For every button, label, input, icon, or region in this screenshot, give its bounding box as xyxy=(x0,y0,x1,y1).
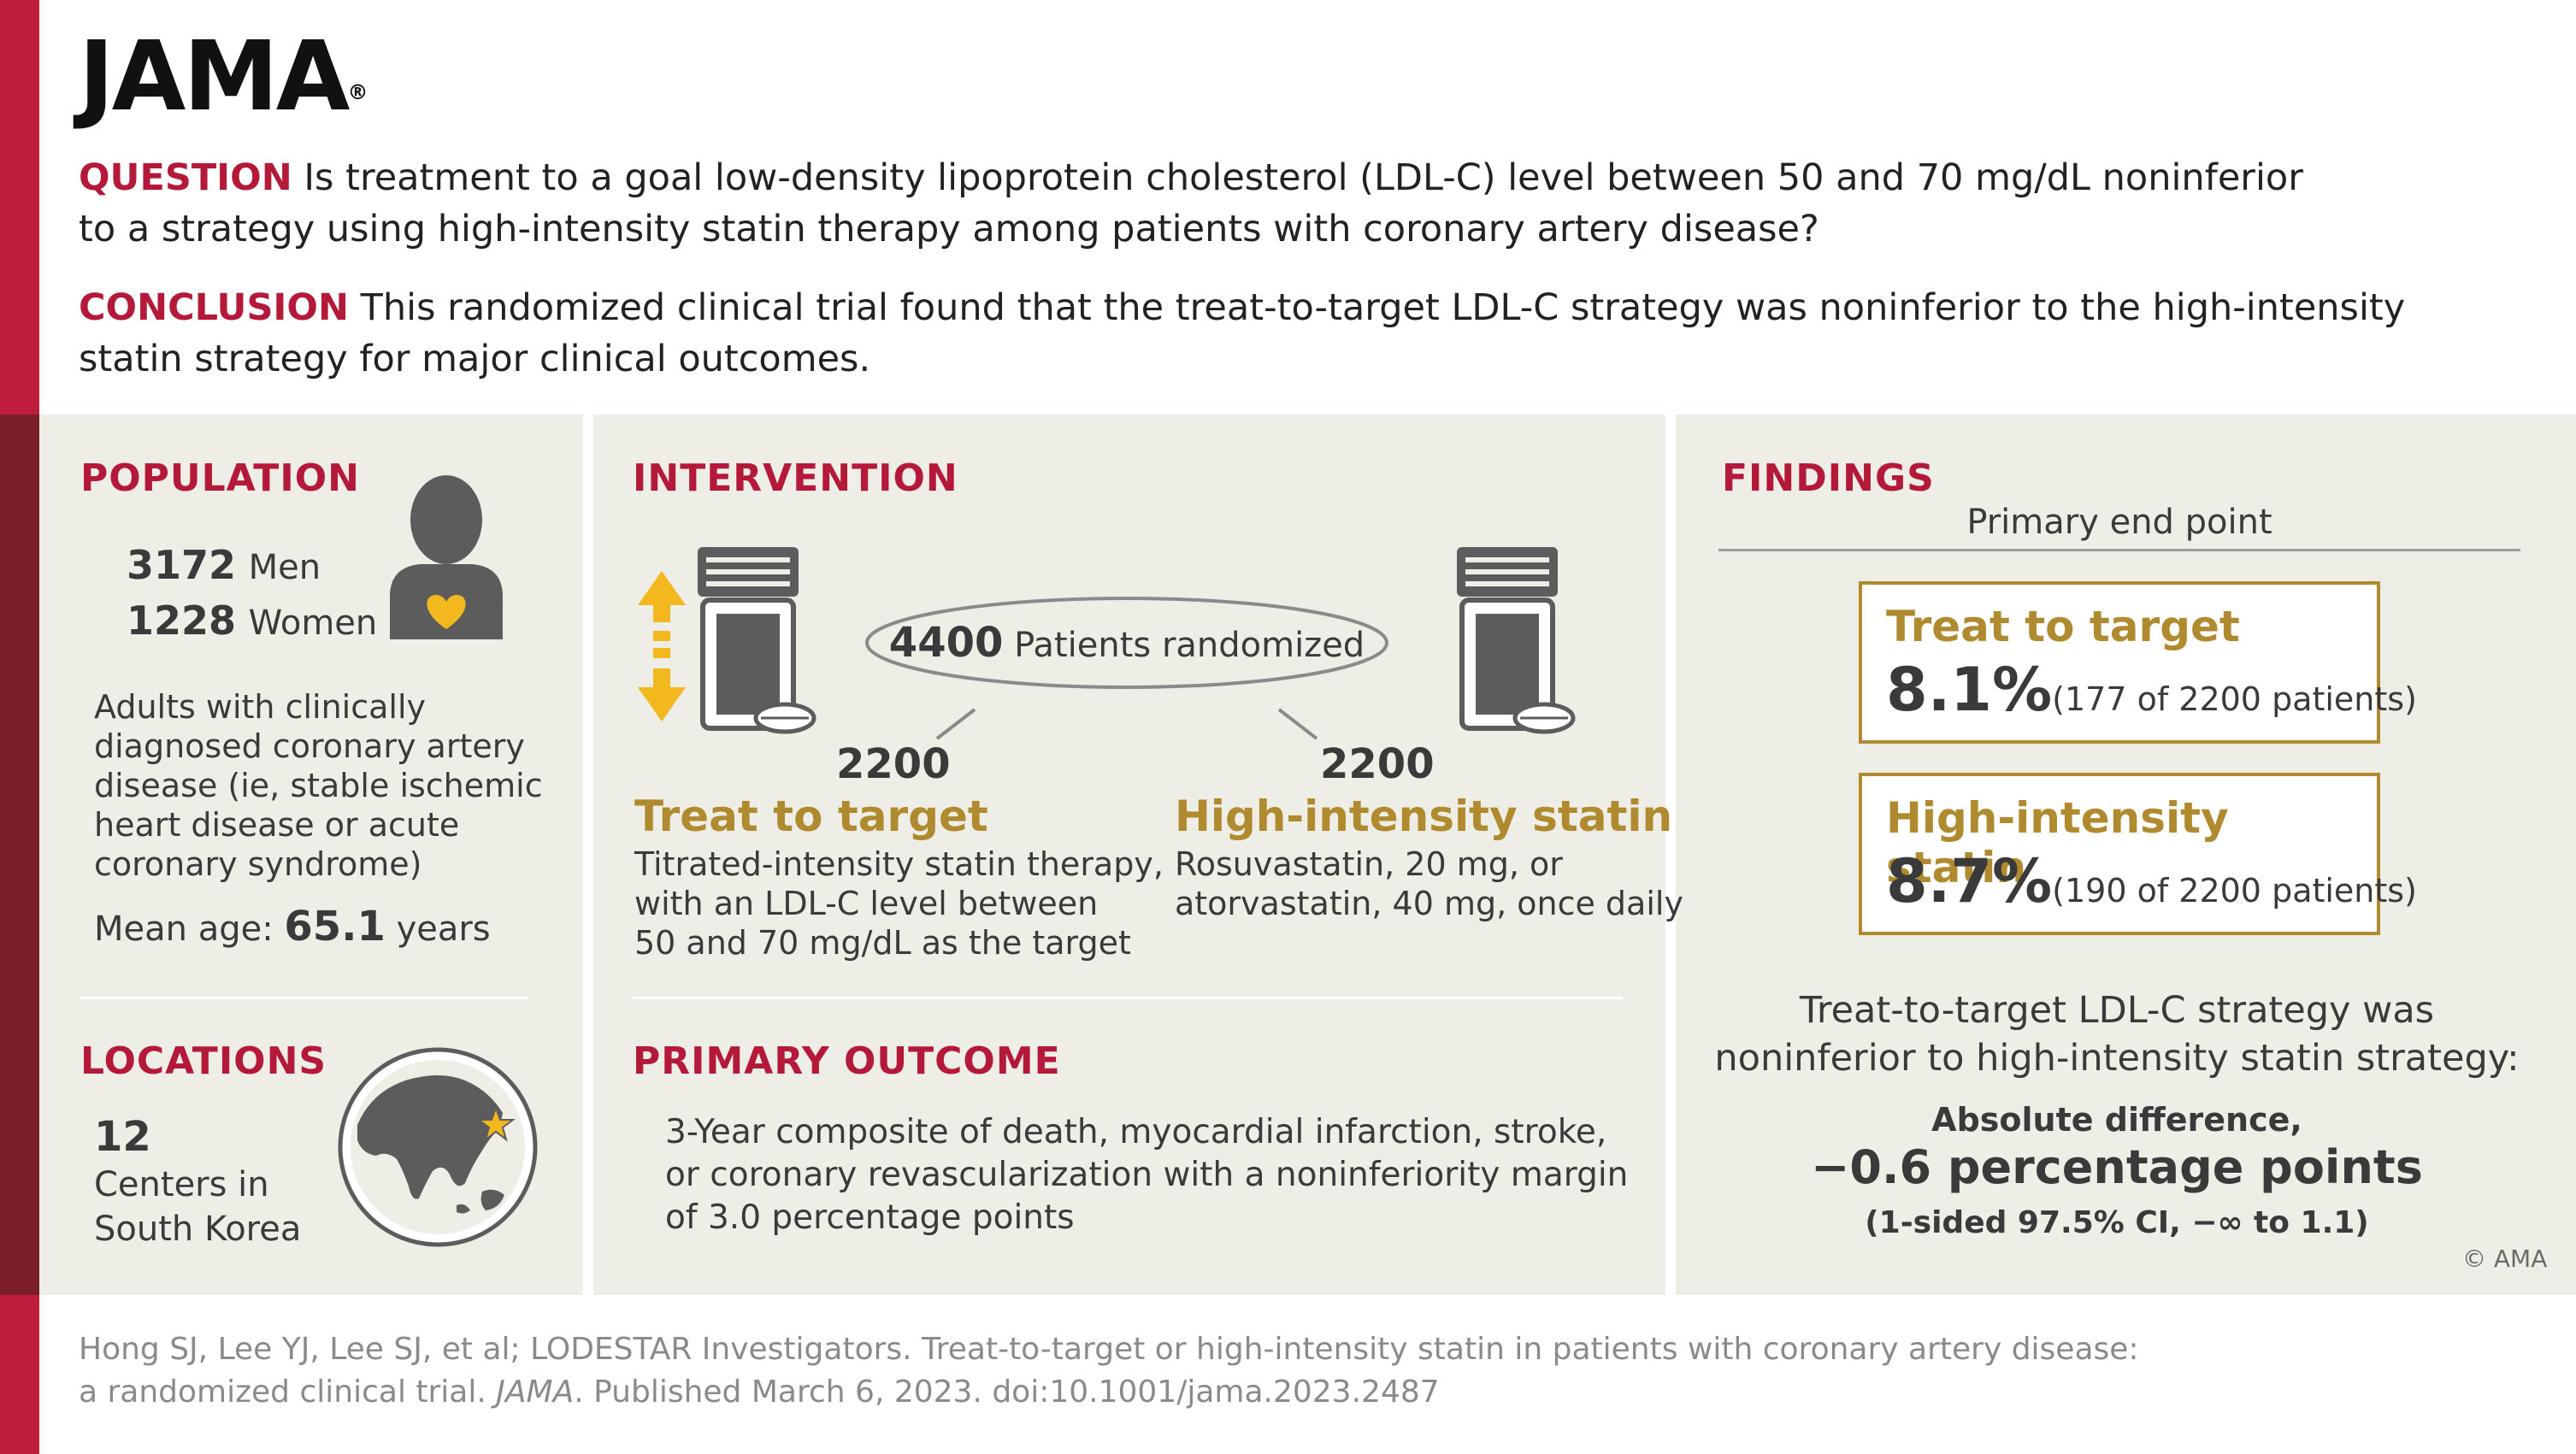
result-box-percent: 8.1% xyxy=(1886,655,2053,725)
primary-outcome-text: 3-Year composite of death, myocardial in… xyxy=(665,1111,1628,1239)
person-heart-icon xyxy=(390,475,503,639)
left-arm-desc-line: 50 and 70 mg/dL as the target xyxy=(634,924,1131,962)
absolute-difference-value: −0.6 percentage points xyxy=(1811,1140,2423,1194)
result-box-name: High-intensity statin xyxy=(1886,793,2229,892)
copyright: © AMA xyxy=(2462,1245,2548,1273)
result-box-name: Treat to target xyxy=(1886,602,2240,651)
left-arm-desc-line: with an LDL-C level between xyxy=(634,885,1099,922)
conclusion-block: CONCLUSION This randomized clinical tria… xyxy=(79,282,2405,385)
findings-subtitle-rule xyxy=(1718,549,2520,551)
conclusion-text-1: This randomized clinical trial found tha… xyxy=(360,286,2406,329)
population-divider xyxy=(80,997,528,999)
intervention-divider xyxy=(633,997,1623,999)
citation: Hong SJ, Lee YJ, Lee SJ, et al; LODESTAR… xyxy=(79,1328,2139,1414)
right-arm-name: High-intensity statin xyxy=(1175,792,1673,841)
result-box-high-intensity: High-intensity statin 8.7%(190 of 2200 p… xyxy=(1859,773,2417,935)
citation-text: a randomized clinical trial. xyxy=(79,1375,486,1410)
outcome-line: or coronary revascularization with a non… xyxy=(665,1156,1629,1194)
titration-arrow-icon xyxy=(638,571,686,721)
randomized-label: 4400 Patients randomized xyxy=(869,615,1385,673)
conclusion-label: CONCLUSION xyxy=(79,286,349,329)
citation-journal: JAMA xyxy=(496,1375,575,1410)
population-desc-line: heart disease or acute xyxy=(94,806,460,844)
population-desc-line: coronary syndrome) xyxy=(94,845,422,883)
result-box-detail: (177 of 2200 patients) xyxy=(2052,680,2417,718)
absolute-difference-label: Absolute difference, xyxy=(1931,1101,2302,1139)
citation-line-2: a randomized clinical trial. JAMA. Publi… xyxy=(79,1371,2139,1414)
centers-line-1: Centers in xyxy=(94,1165,269,1204)
population-description: Adults with clinically diagnosed coronar… xyxy=(94,687,543,884)
mean-age-value: 65.1 xyxy=(284,903,386,951)
question-text-2: to a strategy using high-intensity stati… xyxy=(79,208,1819,250)
primary-outcome-title: PRIMARY OUTCOME xyxy=(633,1039,1061,1083)
right-arm-count: 2200 xyxy=(1320,740,1435,788)
centers-location: Centers in South Korea xyxy=(94,1163,301,1251)
accent-bar-middle xyxy=(0,415,39,1295)
findings-summary: Treat-to-target LDL-C strategy was nonin… xyxy=(1705,986,2529,1082)
locations-title: LOCATIONS xyxy=(80,1039,327,1083)
question-label: QUESTION xyxy=(79,156,292,199)
women-label: Women xyxy=(248,603,378,643)
citation-line-1: Hong SJ, Lee YJ, Lee SJ, et al; LODESTAR… xyxy=(79,1332,2139,1367)
summary-line-2: noninferior to high-intensity statin str… xyxy=(1714,1037,2520,1080)
panel-divider-2 xyxy=(1665,415,1676,1295)
jama-logo: JAMA® xyxy=(79,21,368,132)
accent-bar-bottom xyxy=(0,1295,39,1454)
right-arm-description: Rosuvastatin, 20 mg, or atorvastatin, 40… xyxy=(1175,845,1683,923)
left-arm-desc-line: Titrated-intensity statin therapy, xyxy=(634,845,1164,883)
left-arm-count: 2200 xyxy=(836,740,951,788)
panel-divider-1 xyxy=(583,415,593,1295)
randomized-count: 4400 xyxy=(888,619,1004,667)
citation-doi: . Published March 6, 2023. doi:10.1001/j… xyxy=(574,1375,1440,1410)
pill-bottle-icon xyxy=(1457,547,1576,734)
left-arm-description: Titrated-intensity statin therapy, with … xyxy=(634,845,1164,962)
population-desc-line: diagnosed coronary artery xyxy=(94,727,525,765)
men-count: 3172 xyxy=(127,542,237,588)
intervention-title: INTERVENTION xyxy=(633,456,958,500)
outcome-line: 3-Year composite of death, myocardial in… xyxy=(665,1113,1607,1151)
left-arm-name: Treat to target xyxy=(634,792,988,841)
outcome-line: of 3.0 percentage points xyxy=(665,1198,1075,1237)
mean-age: Mean age: 65.1 years xyxy=(94,901,491,955)
centers-line-2: South Korea xyxy=(94,1210,302,1249)
centers-count: 12 xyxy=(94,1113,151,1161)
pill-bottle-icon xyxy=(698,547,816,734)
summary-line-1: Treat-to-target LDL-C strategy was xyxy=(1799,989,2435,1032)
findings-title: FINDINGS xyxy=(1722,456,1935,500)
result-box-percent: 8.7% xyxy=(1886,846,2053,916)
mean-age-unit: years xyxy=(396,909,491,949)
conclusion-text-2: statin strategy for major clinical outco… xyxy=(79,338,871,380)
men-label: Men xyxy=(248,548,321,587)
globe-icon xyxy=(338,1047,538,1247)
population-desc-line: disease (ie, stable ischemic xyxy=(94,767,543,804)
result-box-detail: (190 of 2200 patients) xyxy=(2052,872,2417,909)
accent-bar-top xyxy=(0,0,39,415)
findings-subtitle: Primary end point xyxy=(1966,503,2272,542)
women-count: 1228 xyxy=(127,597,237,644)
population-counts: 3172 Men 1228 Women xyxy=(127,539,377,650)
population-desc-line: Adults with clinically xyxy=(94,688,426,726)
confidence-interval: (1-sided 97.5% CI, −∞ to 1.1) xyxy=(1865,1205,2369,1240)
question-block: QUESTION Is treatment to a goal low-dens… xyxy=(79,152,2303,255)
question-text-1: Is treatment to a goal low-density lipop… xyxy=(304,156,2303,199)
mean-age-label: Mean age: xyxy=(94,909,274,949)
population-title: POPULATION xyxy=(80,456,360,500)
randomization-connector xyxy=(865,597,1388,740)
result-box-treat-to-target: Treat to target 8.1%(177 of 2200 patient… xyxy=(1859,581,2417,744)
right-arm-desc-line: atorvastatin, 40 mg, once daily xyxy=(1175,885,1683,922)
randomized-text: Patients randomized xyxy=(1014,626,1365,665)
right-arm-desc-line: Rosuvastatin, 20 mg, or xyxy=(1175,845,1563,883)
